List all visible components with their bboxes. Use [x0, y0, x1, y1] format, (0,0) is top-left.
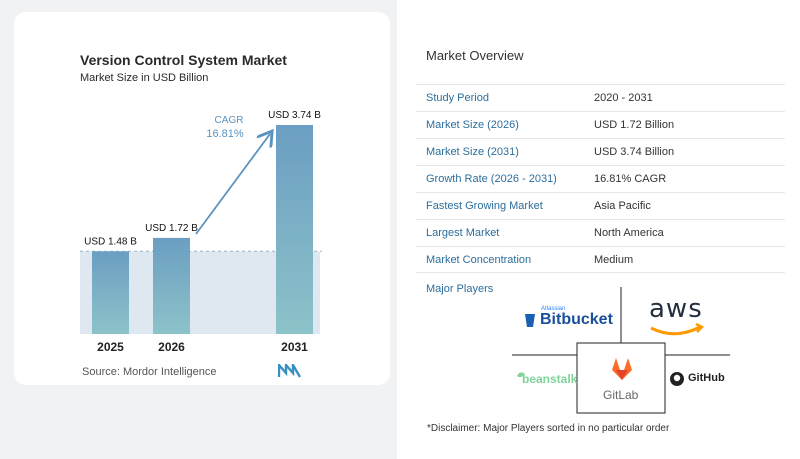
- overview-row-label: Market Concentration: [426, 253, 532, 266]
- overview-row: Market Size (2026) USD 1.72 Billion: [416, 111, 785, 138]
- bitbucket-logo: Bitbucket: [540, 311, 613, 328]
- x-tick-2026: 2026: [158, 340, 185, 354]
- overview-row-label: Study Period: [426, 92, 489, 104]
- major-players-label: Major Players: [426, 283, 494, 295]
- bar-2026: [153, 237, 190, 334]
- overview-title: Market Overview: [426, 48, 524, 63]
- aws-logo: aws: [649, 294, 703, 324]
- overview-row-label: Largest Market: [426, 227, 500, 239]
- mordor-logo-icon: [278, 364, 302, 378]
- chart-subtitle: Market Size in USD Billion: [80, 72, 209, 84]
- data-label-2026: USD 1.72 B: [145, 223, 198, 234]
- overview-row-label: Growth Rate (2026 - 2031): [426, 173, 557, 185]
- bar-2031: [276, 125, 313, 334]
- source-note: Source: Mordor Intelligence: [82, 366, 217, 378]
- beanstalk-logo: beanstalk: [522, 372, 578, 386]
- overview-row-value: Asia Pacific: [594, 200, 651, 212]
- overview-row: Fastest Growing Market Asia Pacific: [416, 192, 785, 219]
- overview-row: Growth Rate (2026 - 2031) 16.81% CAGR: [416, 165, 785, 192]
- x-tick-2025: 2025: [97, 340, 124, 354]
- overview-row: Market Size (2031) USD 3.74 Billion: [416, 138, 785, 165]
- overview-row-value: USD 3.74 Billion: [594, 146, 675, 158]
- atlassian-label: Atlassian: [541, 306, 566, 312]
- data-label-2025: USD 1.48 B: [84, 236, 137, 247]
- overview-table: Study Period 2020 - 2031 Market Size (2026…: [416, 84, 785, 273]
- overview-row-value: North America: [594, 227, 664, 239]
- cagr-arrow: [195, 134, 270, 235]
- overview-row: Largest Market North America: [416, 219, 785, 246]
- cagr-value: 16.81%: [206, 128, 244, 140]
- gitlab-logo: GitLab: [603, 388, 639, 402]
- data-label-2031: USD 3.74 B: [268, 110, 321, 121]
- cagr-label: CAGR: [215, 115, 244, 126]
- overview-row: Study Period 2020 - 2031: [416, 84, 785, 111]
- github-logo: GitHub: [688, 372, 725, 384]
- overview-row-label: Fastest Growing Market: [426, 200, 543, 212]
- overview-row-value: USD 1.72 Billion: [594, 119, 675, 131]
- overview-row-label: Market Size (2031): [426, 146, 519, 158]
- x-tick-2031: 2031: [281, 340, 308, 354]
- overview-row-value: 2020 - 2031: [594, 92, 653, 104]
- bar-2025: [92, 251, 129, 334]
- overview-row-value: Medium: [594, 253, 634, 266]
- overview-row-value: 16.81% CAGR: [594, 173, 667, 185]
- chart-title: Version Control System Market: [80, 52, 287, 68]
- disclaimer: *Disclaimer: Major Players sorted in no …: [427, 423, 670, 434]
- overview-row-label: Market Size (2026): [426, 119, 519, 131]
- overview-row: Market Concentration Medium: [416, 246, 785, 273]
